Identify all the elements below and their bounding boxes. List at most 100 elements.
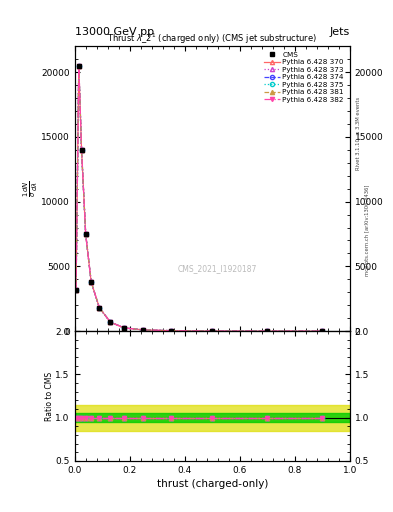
Pythia 6.428 370 [169, 328, 173, 334]
Pythia 6.428 374 [89, 279, 94, 285]
Line: Pythia 6.428 373: Pythia 6.428 373 [74, 63, 324, 333]
Pythia 6.428 370 [76, 62, 81, 69]
Pythia 6.428 382 [169, 328, 173, 334]
Pythia 6.428 381 [97, 305, 102, 311]
Pythia 6.428 381 [265, 328, 270, 334]
CMS [210, 328, 215, 334]
Pythia 6.428 374 [97, 305, 102, 311]
CMS [76, 62, 81, 69]
Pythia 6.428 374 [83, 231, 88, 237]
Pythia 6.428 373 [83, 231, 88, 237]
Pythia 6.428 381 [122, 325, 127, 331]
CMS [74, 287, 79, 293]
Pythia 6.428 373 [74, 287, 79, 293]
Pythia 6.428 382 [320, 328, 325, 334]
Y-axis label: $\frac{1}{\sigma}\frac{dN}{d\lambda}$: $\frac{1}{\sigma}\frac{dN}{d\lambda}$ [22, 180, 40, 197]
Pythia 6.428 375 [141, 327, 146, 333]
Pythia 6.428 370 [79, 146, 84, 153]
Pythia 6.428 370 [141, 327, 146, 333]
CMS [122, 325, 127, 331]
Pythia 6.428 374 [265, 328, 270, 334]
Pythia 6.428 375 [83, 231, 88, 237]
Text: mcplots.cern.ch [arXiv:1306.3436]: mcplots.cern.ch [arXiv:1306.3436] [365, 185, 371, 276]
Pythia 6.428 373 [141, 327, 146, 333]
Pythia 6.428 375 [97, 305, 102, 311]
CMS [79, 146, 84, 153]
Pythia 6.428 373 [79, 146, 84, 153]
Pythia 6.428 382 [79, 146, 84, 153]
Pythia 6.428 381 [76, 62, 81, 69]
Pythia 6.428 370 [97, 305, 102, 311]
Pythia 6.428 373 [89, 279, 94, 285]
Pythia 6.428 373 [169, 328, 173, 334]
Line: CMS: CMS [73, 63, 325, 334]
CMS [320, 328, 325, 334]
Pythia 6.428 382 [97, 305, 102, 311]
Pythia 6.428 382 [108, 319, 113, 325]
Line: Pythia 6.428 370: Pythia 6.428 370 [74, 63, 324, 333]
Pythia 6.428 374 [320, 328, 325, 334]
Title: Thrust $\lambda\_2^1$ (charged only) (CMS jet substructure): Thrust $\lambda\_2^1$ (charged only) (CM… [107, 32, 317, 46]
Pythia 6.428 374 [210, 328, 215, 334]
Pythia 6.428 374 [141, 327, 146, 333]
Pythia 6.428 375 [265, 328, 270, 334]
CMS [265, 328, 270, 334]
Pythia 6.428 381 [141, 327, 146, 333]
Pythia 6.428 381 [83, 231, 88, 237]
Pythia 6.428 382 [122, 325, 127, 331]
Text: Rivet 3.1.10, ≥ 3.3M events: Rivet 3.1.10, ≥ 3.3M events [356, 96, 361, 170]
Pythia 6.428 381 [89, 279, 94, 285]
X-axis label: thrust (charged-only): thrust (charged-only) [156, 479, 268, 489]
Pythia 6.428 375 [76, 62, 81, 69]
Pythia 6.428 370 [74, 287, 79, 293]
Pythia 6.428 381 [79, 146, 84, 153]
Pythia 6.428 370 [83, 231, 88, 237]
CMS [89, 279, 94, 285]
Pythia 6.428 382 [89, 279, 94, 285]
Pythia 6.428 382 [74, 287, 79, 293]
Pythia 6.428 374 [169, 328, 173, 334]
Bar [75, 413, 350, 422]
Pythia 6.428 370 [89, 279, 94, 285]
Pythia 6.428 373 [265, 328, 270, 334]
Text: 13000 GeV pp: 13000 GeV pp [75, 27, 154, 37]
Pythia 6.428 375 [169, 328, 173, 334]
CMS [169, 328, 173, 334]
Pythia 6.428 375 [74, 287, 79, 293]
Pythia 6.428 370 [122, 325, 127, 331]
Pythia 6.428 375 [89, 279, 94, 285]
Line: Pythia 6.428 382: Pythia 6.428 382 [74, 63, 324, 333]
CMS [141, 327, 146, 333]
Pythia 6.428 374 [74, 287, 79, 293]
Pythia 6.428 370 [210, 328, 215, 334]
Pythia 6.428 382 [76, 62, 81, 69]
Pythia 6.428 374 [108, 319, 113, 325]
Pythia 6.428 374 [79, 146, 84, 153]
Pythia 6.428 370 [265, 328, 270, 334]
Pythia 6.428 375 [79, 146, 84, 153]
CMS [97, 305, 102, 311]
Pythia 6.428 374 [122, 325, 127, 331]
Pythia 6.428 374 [76, 62, 81, 69]
Line: Pythia 6.428 375: Pythia 6.428 375 [74, 63, 324, 333]
Pythia 6.428 382 [83, 231, 88, 237]
Pythia 6.428 373 [122, 325, 127, 331]
Y-axis label: Ratio to CMS: Ratio to CMS [45, 371, 54, 420]
Legend: CMS, Pythia 6.428 370, Pythia 6.428 373, Pythia 6.428 374, Pythia 6.428 375, Pyt: CMS, Pythia 6.428 370, Pythia 6.428 373,… [262, 50, 346, 105]
CMS [108, 319, 113, 325]
Pythia 6.428 373 [108, 319, 113, 325]
Pythia 6.428 381 [108, 319, 113, 325]
Pythia 6.428 381 [74, 287, 79, 293]
Line: Pythia 6.428 381: Pythia 6.428 381 [74, 63, 324, 333]
Line: Pythia 6.428 374: Pythia 6.428 374 [74, 63, 324, 333]
Text: CMS_2021_I1920187: CMS_2021_I1920187 [178, 264, 257, 273]
CMS [83, 231, 88, 237]
Pythia 6.428 370 [108, 319, 113, 325]
Pythia 6.428 375 [210, 328, 215, 334]
Pythia 6.428 370 [320, 328, 325, 334]
Pythia 6.428 382 [141, 327, 146, 333]
Pythia 6.428 373 [76, 62, 81, 69]
Pythia 6.428 381 [169, 328, 173, 334]
Pythia 6.428 375 [320, 328, 325, 334]
Pythia 6.428 382 [210, 328, 215, 334]
